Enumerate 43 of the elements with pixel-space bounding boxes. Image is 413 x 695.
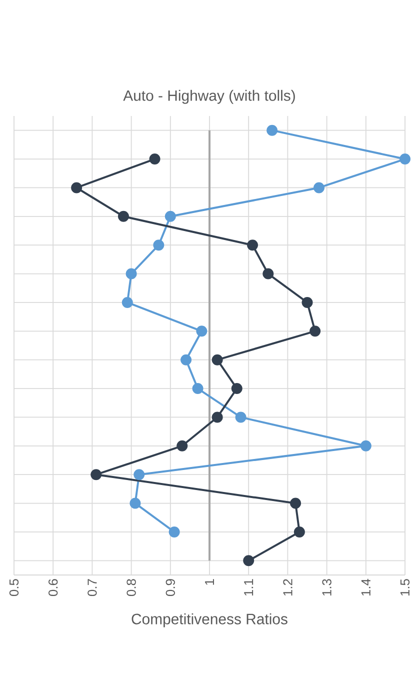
- x-tick-label: 1.3: [322, 579, 332, 596]
- point: [360, 440, 372, 452]
- point: [243, 555, 254, 566]
- chart-title: Auto - Highway (with tolls): [123, 90, 295, 104]
- point: [130, 498, 141, 509]
- point: [164, 210, 176, 222]
- point: [192, 383, 204, 394]
- point: [122, 296, 133, 308]
- point: [196, 326, 208, 337]
- x-tick-label: 0.6: [48, 579, 58, 596]
- x-tick-label: 1.4: [361, 578, 370, 596]
- x-tick-label: 0.9: [166, 579, 175, 596]
- point: [400, 154, 411, 165]
- point: [134, 469, 145, 480]
- point: [313, 182, 324, 194]
- point: [294, 526, 305, 538]
- x-tick-label: 0.7: [88, 579, 97, 596]
- point: [247, 240, 258, 251]
- point: [302, 296, 313, 308]
- x-tick-label: 1.2: [283, 579, 292, 596]
- x-tick-label: 0.5: [9, 579, 19, 596]
- x-tick-label: 1: [205, 579, 214, 585]
- x-tick-label: 0.8: [126, 579, 136, 596]
- point: [126, 268, 137, 280]
- x-axis-title: Competitiveness Ratios: [132, 613, 288, 628]
- point: [153, 240, 164, 251]
- point: [212, 412, 223, 423]
- point: [266, 124, 278, 136]
- point: [168, 526, 180, 538]
- point: [310, 326, 321, 337]
- point: [235, 412, 246, 423]
- point: [290, 498, 302, 509]
- point: [118, 210, 129, 222]
- point: [90, 469, 102, 480]
- point: [71, 182, 82, 194]
- point: [180, 354, 192, 366]
- point: [231, 383, 242, 394]
- point: [149, 154, 160, 165]
- point: [262, 268, 274, 280]
- point: [176, 440, 188, 452]
- x-tick-label: 1.1: [244, 579, 254, 596]
- x-tick-label: 1.5: [400, 579, 410, 596]
- point: [212, 354, 223, 366]
